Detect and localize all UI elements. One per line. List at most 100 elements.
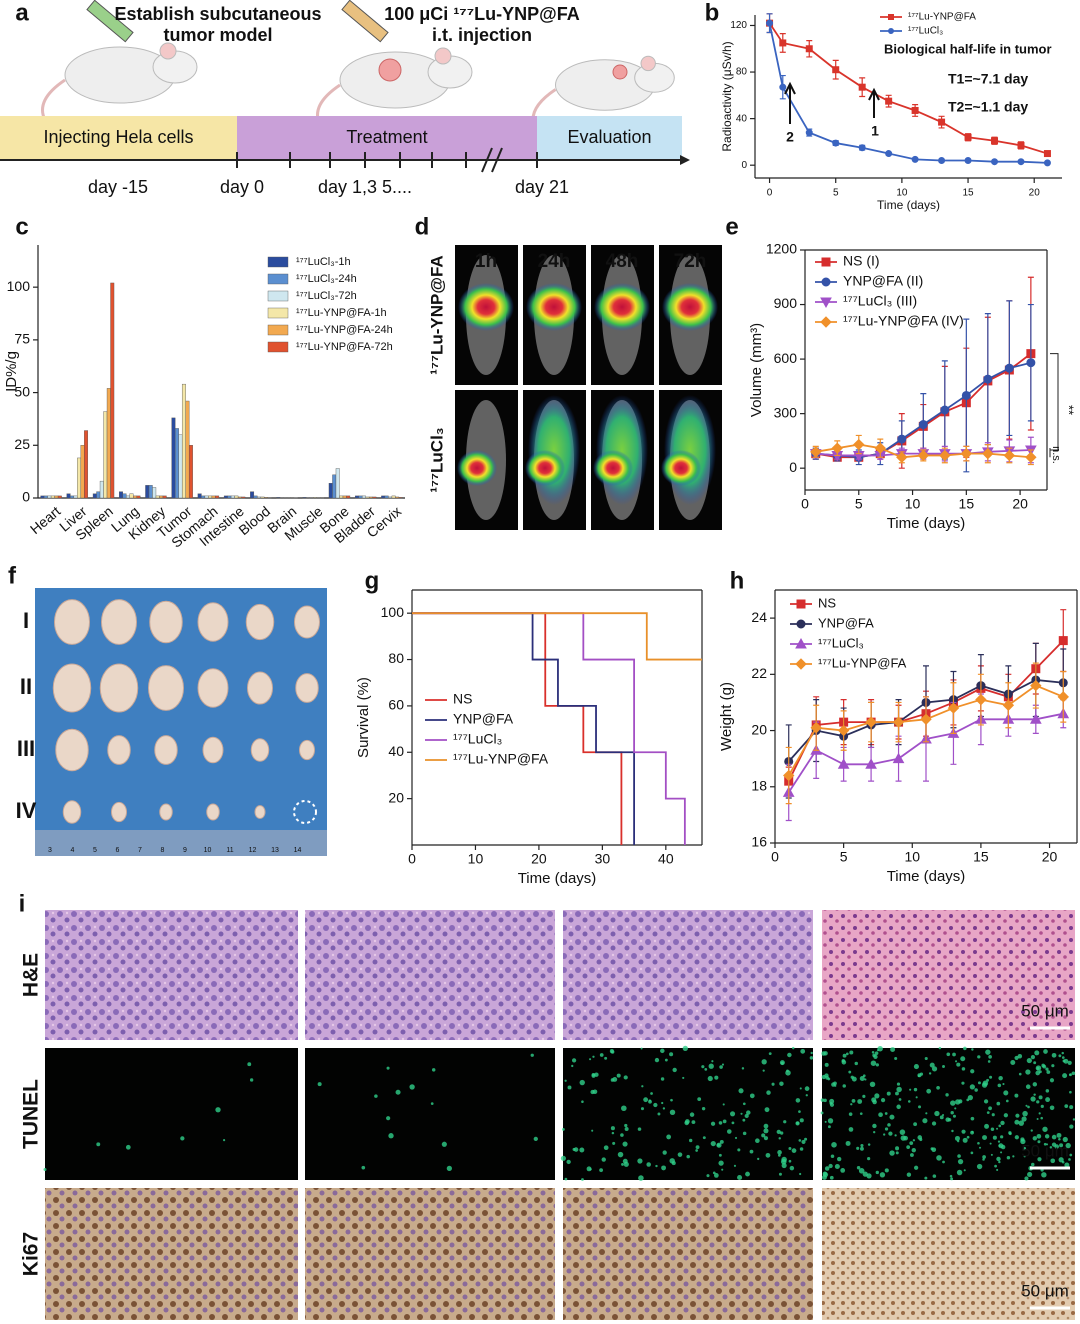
tunel-spot xyxy=(388,1133,394,1139)
tunel-spot xyxy=(788,1146,792,1150)
tunel-spot xyxy=(842,1053,847,1058)
tunel-spot xyxy=(1051,1134,1057,1140)
tunel-spot xyxy=(374,1094,378,1098)
tunel-spot xyxy=(984,1123,990,1129)
step-text: Establish subcutaneous xyxy=(114,4,321,24)
tunel-spot xyxy=(872,1123,877,1129)
tunel-spot xyxy=(640,1107,645,1111)
tunel-spot xyxy=(660,1077,665,1081)
marker xyxy=(1057,691,1069,703)
tunel-spot xyxy=(566,1159,571,1165)
marker xyxy=(975,693,987,706)
legend-label: ¹⁷⁷Lu-YNP@FA-24h xyxy=(296,324,393,336)
tunel-spot xyxy=(409,1084,415,1090)
tunel-spot xyxy=(697,1097,702,1101)
tunel-spot xyxy=(956,1062,961,1067)
marker xyxy=(938,118,946,126)
tunel-spot xyxy=(778,1137,781,1140)
tunel-spot xyxy=(611,1131,615,1135)
marker xyxy=(831,442,843,454)
tunel-spot xyxy=(662,1107,666,1110)
ruler xyxy=(35,830,327,856)
tunel-spot xyxy=(386,1066,390,1070)
tunel-spot xyxy=(876,1048,880,1052)
tunel-spot xyxy=(726,1129,732,1134)
tunel-spot xyxy=(661,1165,667,1171)
marker xyxy=(892,716,905,728)
stain-label: H&E xyxy=(20,953,43,997)
data-line xyxy=(768,22,1048,164)
tunel-spot xyxy=(955,1099,961,1105)
bar xyxy=(66,493,71,499)
tunel-spot xyxy=(834,1163,840,1169)
bar xyxy=(126,495,130,499)
panel-letter: g xyxy=(365,567,380,594)
tunel-spot xyxy=(805,1094,808,1097)
marker xyxy=(1003,449,1016,462)
tunel-spot xyxy=(1032,1082,1038,1087)
marker xyxy=(1043,159,1051,167)
tunel-spot xyxy=(961,1129,966,1134)
tunel-spot xyxy=(1008,1131,1012,1135)
tunel-spot xyxy=(1025,1104,1028,1107)
y-axis-label: Volume (mm³) xyxy=(748,323,765,417)
y-tick-label: 60 xyxy=(388,697,404,713)
tunel-spot xyxy=(682,1045,688,1052)
x-tick-label: 20 xyxy=(1042,849,1058,865)
bar xyxy=(171,417,176,499)
bar xyxy=(136,495,141,499)
tunel-spot xyxy=(654,1057,660,1063)
bar xyxy=(215,495,220,499)
bar xyxy=(148,485,153,499)
annotation: n.s. xyxy=(1050,446,1062,464)
tunel-spot xyxy=(722,1103,725,1106)
tunel-spot xyxy=(926,1088,932,1094)
annotation: T2=~1.1 day xyxy=(948,99,1028,115)
marker xyxy=(796,619,806,629)
marker xyxy=(983,374,993,384)
syringe xyxy=(86,0,134,43)
day-label: day 21 xyxy=(515,177,569,197)
tunel-spot xyxy=(706,1174,710,1178)
tunel-spot xyxy=(823,1051,828,1056)
tunel-spot xyxy=(1069,1105,1074,1110)
tunel-spot xyxy=(821,1174,827,1180)
marker xyxy=(885,97,893,105)
tunel-spot xyxy=(771,1082,775,1086)
tunel-spot xyxy=(789,1165,795,1171)
marker xyxy=(810,446,822,458)
tunel-spot xyxy=(1030,1055,1036,1060)
bar xyxy=(398,497,403,499)
scan-signal xyxy=(458,283,514,331)
tunel-spot xyxy=(982,1135,987,1141)
tunel-spot xyxy=(662,1150,667,1155)
phase-label: Injecting Hela cells xyxy=(43,127,193,147)
x-tick-label: 15 xyxy=(973,849,989,865)
tunel-spot xyxy=(781,1156,787,1163)
bar xyxy=(332,474,337,499)
y-axis-label: Survival (%) xyxy=(355,677,372,758)
y-axis-label: Radioactivity (μSv/h) xyxy=(720,41,734,151)
tunel-spot xyxy=(1069,1090,1072,1094)
y-tick-label: 24 xyxy=(751,609,767,625)
legend-label: ¹⁷⁷LuCl₃ (III) xyxy=(843,293,917,309)
bar xyxy=(47,495,52,499)
bar xyxy=(77,457,82,499)
x-tick-label: 20 xyxy=(1029,188,1041,199)
time-label: 48h xyxy=(606,251,639,272)
marker xyxy=(885,150,893,158)
tunel-spot xyxy=(867,1143,871,1146)
micrograph xyxy=(563,910,813,1040)
step-text: i.t. injection xyxy=(432,25,532,45)
tunel-spot xyxy=(1069,1124,1074,1129)
tunel-spot xyxy=(672,1067,677,1073)
tunel-spot xyxy=(660,1048,665,1054)
tunel-spot xyxy=(741,1067,745,1070)
tunel-spot xyxy=(996,1156,1001,1162)
legend-label: YNP@FA (II) xyxy=(843,273,923,289)
x-tick-label: 5 xyxy=(855,496,863,512)
tunel-spot xyxy=(856,1166,861,1170)
tunel-spot xyxy=(827,1077,831,1081)
tumor xyxy=(149,600,183,644)
